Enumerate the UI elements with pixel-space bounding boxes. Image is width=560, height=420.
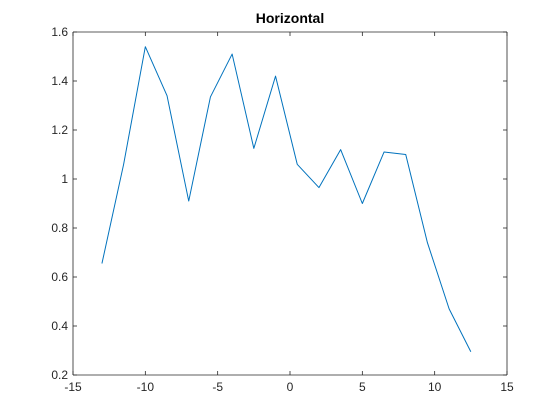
y-tick-label: 1 xyxy=(61,172,68,186)
x-tick-label: -15 xyxy=(64,380,82,394)
y-tick-label: 0.2 xyxy=(51,368,68,382)
x-tick-label: 15 xyxy=(500,380,514,394)
y-tick-label: 1.6 xyxy=(51,25,68,39)
y-tick-label: 0.8 xyxy=(51,221,68,235)
x-tick-label: 5 xyxy=(359,380,366,394)
x-tick-label: 10 xyxy=(428,380,442,394)
y-tick-label: 0.6 xyxy=(51,270,68,284)
y-tick-label: 1.2 xyxy=(51,123,68,137)
x-tick-label: -5 xyxy=(212,380,223,394)
x-tick-label: 0 xyxy=(287,380,294,394)
y-tick-label: 1.4 xyxy=(51,74,68,88)
x-tick-label: -10 xyxy=(137,380,155,394)
chart-title: Horizontal xyxy=(256,10,324,26)
y-tick-label: 0.4 xyxy=(51,319,68,333)
